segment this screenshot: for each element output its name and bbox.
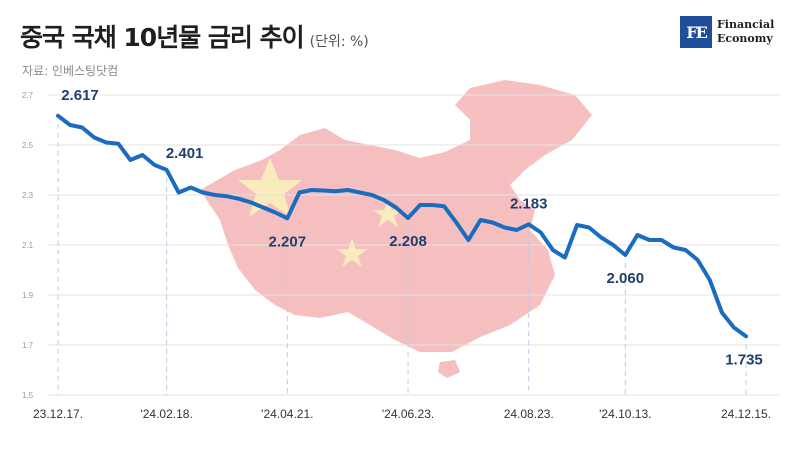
title-text: 중국 국채 10년물 금리 추이	[20, 23, 305, 52]
data-label: 1.735	[725, 351, 763, 368]
chart-title: 중국 국채 10년물 금리 추이 (단위: %)	[20, 18, 369, 54]
x-tick-label: '24.06.23.	[382, 407, 434, 421]
x-tick-label: '24.04.21.	[261, 407, 313, 421]
x-tick-label: '24.10.13.	[599, 407, 651, 421]
grid-lines	[48, 94, 780, 396]
y-tick-label: 1.7	[22, 341, 34, 350]
y-tick-label: 1.5	[22, 391, 34, 400]
data-labels: 2.617 2.401 2.207 2.208 2.183 2.060 1.735	[61, 87, 763, 369]
x-tick-label: 24.12.15.	[721, 407, 771, 421]
data-label: 2.207	[269, 233, 307, 250]
series-line	[56, 113, 748, 339]
brand-logo: FE Financial Economy	[680, 16, 774, 48]
data-label: 2.617	[61, 87, 99, 104]
y-axis: 1.5 1.7 1.9 2.1 2.3 2.5 2.7	[22, 91, 34, 400]
map-shape	[200, 80, 592, 352]
logo-text: Financial Economy	[717, 18, 774, 46]
hainan-shape	[438, 360, 460, 378]
x-tick-label: '24.02.18.	[140, 407, 192, 421]
y-tick-label: 2.3	[22, 191, 34, 200]
y-tick-label: 2.7	[22, 91, 34, 100]
unit-label: (단위: %)	[309, 34, 369, 50]
x-axis: 23.12.17. '24.02.18. '24.04.21. '24.06.23. 2…	[33, 407, 771, 421]
data-label: 2.183	[510, 195, 548, 212]
y-tick-label: 2.1	[22, 241, 34, 250]
logo-mark: FE	[680, 16, 712, 48]
y-tick-label: 1.9	[22, 291, 34, 300]
y-tick-label: 2.5	[22, 141, 34, 150]
data-label: 2.208	[389, 233, 427, 250]
x-guide-lines	[57, 123, 747, 395]
flag-star-small-2	[373, 200, 403, 227]
data-label: 2.060	[607, 270, 645, 287]
logo-line-2: Economy	[717, 32, 773, 45]
x-tick-label: 24.08.23.	[504, 407, 554, 421]
logo-line-1: Financial	[717, 18, 775, 31]
data-label: 2.401	[166, 145, 204, 162]
flag-star-small-1	[336, 238, 368, 267]
source-label: 자료: 인베스팅닷컴	[22, 64, 119, 78]
x-tick-label: 23.12.17.	[33, 407, 83, 421]
